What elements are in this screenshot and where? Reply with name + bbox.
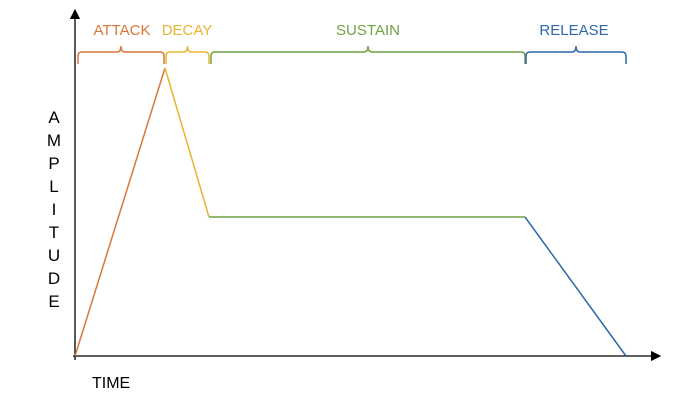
attack-label: ATTACK bbox=[94, 22, 151, 39]
amplitude-letter: T bbox=[48, 223, 60, 242]
sustain-label: SUSTAIN bbox=[336, 22, 400, 39]
attack-segment bbox=[74, 67, 166, 357]
amplitude-letter: L bbox=[49, 177, 59, 196]
attack-brace bbox=[77, 45, 165, 64]
amplitude-letter: M bbox=[46, 131, 62, 150]
amplitude-letter: E bbox=[48, 292, 60, 311]
time-axis-label: TIME bbox=[92, 375, 131, 392]
amplitude-letter: P bbox=[48, 154, 60, 173]
amplitude-axis-label: A M P L I T U D E bbox=[44, 106, 64, 313]
decay-label: DECAY bbox=[162, 22, 213, 39]
decay-brace bbox=[165, 45, 210, 64]
release-segment bbox=[524, 216, 627, 357]
amplitude-letter: I bbox=[51, 200, 57, 219]
release-brace bbox=[525, 45, 627, 64]
amplitude-letter: A bbox=[48, 108, 60, 127]
decay-segment bbox=[164, 67, 210, 218]
release-label: RELEASE bbox=[539, 22, 608, 39]
sustain-brace bbox=[210, 45, 526, 64]
amplitude-letter: D bbox=[47, 269, 61, 288]
amplitude-letter: U bbox=[47, 246, 61, 265]
